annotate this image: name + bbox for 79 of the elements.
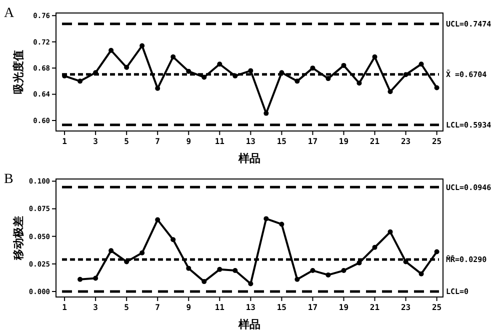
x-tick-label: 15 [276, 137, 287, 146]
point [434, 249, 440, 254]
point [108, 248, 114, 254]
x-tick-label: 25 [432, 303, 442, 312]
point [155, 217, 160, 222]
point [232, 268, 238, 274]
point [418, 271, 424, 276]
chart-title: B [4, 172, 14, 187]
point [93, 276, 98, 281]
point [217, 266, 222, 272]
x-tick-label: 1 [62, 303, 68, 312]
point [78, 78, 83, 84]
point [310, 66, 316, 71]
point [388, 89, 393, 94]
y-axis-title: 移动极差 [12, 216, 25, 261]
x-tick-label: 23 [400, 303, 411, 312]
point [294, 78, 300, 84]
point [62, 73, 68, 78]
point [388, 229, 393, 234]
y-axis-title: 吸光度值 [12, 50, 25, 94]
point [356, 260, 362, 266]
point [170, 237, 176, 242]
chart-title: A [4, 6, 15, 21]
x-tick-label: 23 [400, 137, 411, 146]
point [372, 244, 378, 250]
x-tick-label: 11 [214, 303, 225, 312]
x-tick-label: 15 [276, 303, 287, 312]
point [403, 72, 408, 78]
x-tick-label: 7 [155, 137, 160, 146]
point [372, 54, 378, 60]
point [124, 259, 130, 264]
x-tick-label: 9 [186, 137, 192, 146]
x-tick-label: 17 [308, 303, 318, 312]
point [155, 86, 160, 91]
point [418, 62, 424, 67]
x-tick-label: 17 [308, 137, 318, 146]
point [279, 222, 284, 227]
point [140, 43, 145, 48]
x-axis-title: 样品 [238, 152, 260, 165]
point [264, 216, 269, 222]
x-tick-label: 11 [214, 137, 225, 146]
point [170, 54, 176, 60]
point [140, 250, 145, 256]
point [341, 62, 346, 68]
point [326, 272, 331, 278]
point [186, 68, 192, 74]
point [434, 85, 440, 90]
point [326, 76, 331, 82]
x-tick-label: 19 [338, 137, 349, 146]
point [403, 259, 408, 264]
point [108, 48, 114, 53]
x-tick-label: 19 [338, 303, 349, 312]
point [248, 68, 254, 74]
point [294, 276, 300, 282]
point [186, 266, 192, 271]
point [248, 281, 254, 286]
x-tick-label: 7 [155, 303, 160, 312]
x-tick-label: 25 [432, 137, 442, 146]
point [279, 70, 284, 76]
x-tick-label: 13 [246, 137, 256, 146]
point [217, 62, 222, 67]
x-tick-label: 3 [93, 303, 98, 312]
point [232, 73, 238, 78]
point [341, 268, 346, 274]
x-tick-label: 5 [124, 303, 130, 312]
x-tick-label: 21 [370, 303, 380, 312]
x-tick-label: 3 [93, 137, 98, 146]
x-tick-label: 1 [62, 137, 68, 146]
x-tick-label: 5 [124, 137, 130, 146]
x-axis-title: 样品 [238, 318, 260, 331]
point [78, 276, 83, 282]
x-tick-label: 13 [246, 303, 256, 312]
x-tick-label: 21 [370, 137, 380, 146]
point [356, 80, 362, 86]
point [202, 74, 207, 80]
point [124, 64, 130, 70]
x-tick-label: 9 [186, 303, 192, 312]
point [310, 268, 316, 274]
point [202, 279, 207, 284]
